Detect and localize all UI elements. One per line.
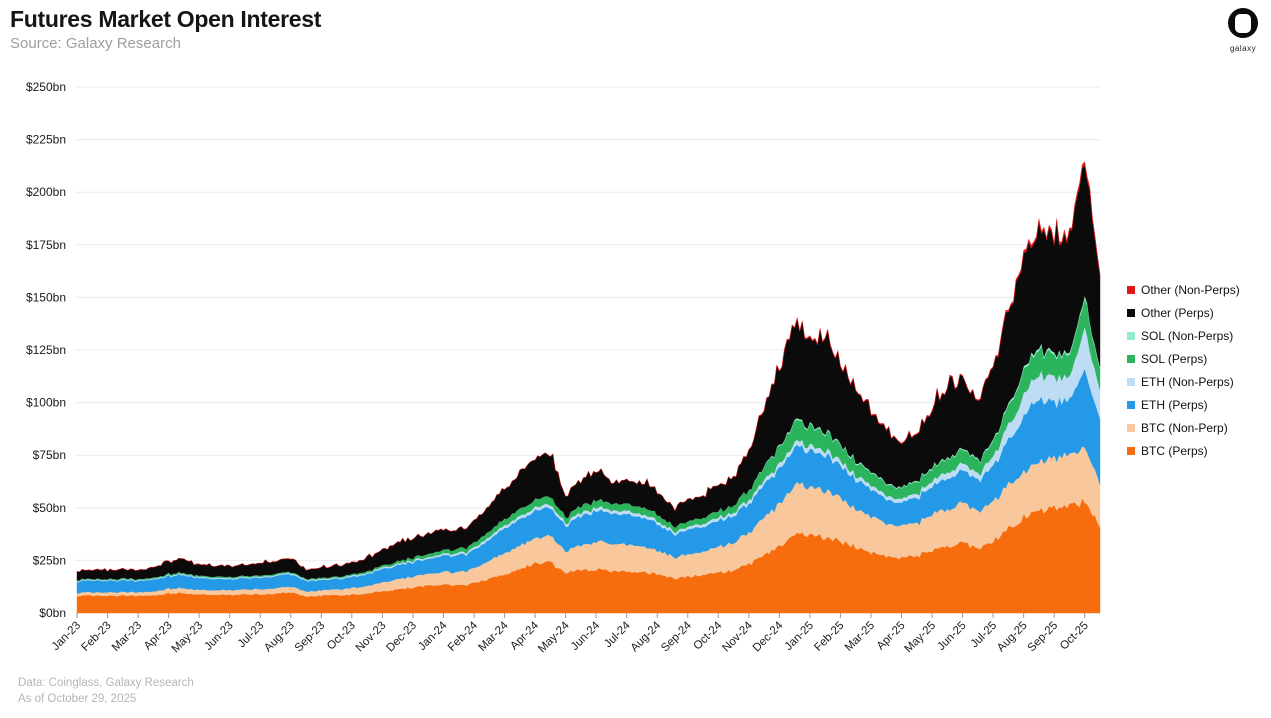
x-tick-label: Oct-23 (325, 620, 358, 653)
legend-item-other-perps: Other (Perps) (1127, 306, 1240, 320)
x-tick-label: Aug-24 (629, 619, 664, 654)
legend-item-eth-non-perps: ETH (Non-Perps) (1127, 375, 1240, 389)
legend-label: ETH (Perps) (1141, 398, 1208, 412)
chart-source: Source: Galaxy Research (10, 35, 181, 52)
x-tick-label: Mar-23 (110, 620, 144, 654)
x-tick-label: Aug-25 (995, 620, 1030, 655)
y-tick-label: $125bn (26, 343, 66, 357)
galaxy-logo-icon (1228, 8, 1258, 38)
galaxy-logo: galaxy (1224, 8, 1262, 53)
legend-item-sol-perps: SOL (Perps) (1127, 352, 1240, 366)
x-tick-label: Dec-23 (384, 620, 419, 655)
x-tick-label: Oct-24 (692, 619, 725, 652)
x-tick-label: May-25 (903, 620, 939, 656)
y-tick-label: $225bn (26, 133, 66, 147)
area-other-non-perps (76, 161, 1101, 573)
x-tick-label: Jan-23 (50, 620, 83, 653)
x-tick-label: Sep-24 (659, 619, 694, 654)
chart-legend: Other (Non-Perps) Other (Perps) SOL (Non-P… (1127, 283, 1240, 458)
legend-item-sol-non-perps: SOL (Non-Perps) (1127, 329, 1240, 343)
x-tick-label: Feb-23 (79, 620, 113, 654)
legend-item-eth-perps: ETH (Perps) (1127, 398, 1240, 412)
galaxy-logo-text: galaxy (1229, 44, 1257, 53)
legend-item-other-non-perps: Other (Non-Perps) (1127, 283, 1240, 297)
y-tick-label: $250bn (26, 80, 66, 94)
legend-swatch-icon (1127, 401, 1135, 409)
legend-label: Other (Non-Perps) (1141, 283, 1240, 297)
x-tick-label: Sep-23 (293, 620, 328, 655)
x-tick-label: Jun-25 (935, 620, 968, 653)
x-tick-label: Mar-24 (476, 619, 511, 654)
legend-label: SOL (Non-Perps) (1141, 329, 1234, 343)
x-tick-label: Jun-23 (202, 620, 235, 653)
y-tick-label: $150bn (26, 290, 66, 304)
chart-footer: Data: Coinglass, Galaxy Research As of O… (18, 675, 194, 707)
y-tick-label: $75bn (33, 448, 66, 462)
x-tick-label: May-23 (170, 620, 206, 656)
legend-label: ETH (Non-Perps) (1141, 375, 1234, 389)
legend-swatch-icon (1127, 309, 1135, 317)
x-tick-label: Jun-24 (569, 619, 603, 653)
legend-item-btc-non-perp: BTC (Non-Perp) (1127, 421, 1240, 435)
legend-swatch-icon (1127, 447, 1135, 455)
y-tick-label: $25bn (33, 553, 66, 567)
legend-label: BTC (Perps) (1141, 444, 1208, 458)
y-tick-label: $100bn (26, 396, 66, 410)
data-attribution: Data: Coinglass, Galaxy Research (18, 677, 194, 689)
legend-swatch-icon (1127, 286, 1135, 294)
x-tick-label: Nov-24 (720, 619, 755, 654)
x-tick-label: Feb-25 (812, 620, 846, 654)
legend-swatch-icon (1127, 378, 1135, 386)
legend-swatch-icon (1127, 424, 1135, 432)
x-tick-label: Sep-25 (1026, 620, 1061, 655)
x-tick-label: Feb-24 (446, 619, 481, 654)
as-of-date: As of October 29, 2025 (18, 693, 137, 706)
x-tick-label: May-24 (536, 619, 572, 655)
legend-item-btc-perps: BTC (Perps) (1127, 444, 1240, 458)
legend-label: SOL (Perps) (1141, 352, 1208, 366)
x-tick-label: Jan-24 (416, 619, 450, 653)
y-tick-label: $175bn (26, 238, 66, 252)
x-tick-label: Oct-25 (1058, 620, 1091, 653)
legend-label: BTC (Non-Perp) (1141, 421, 1228, 435)
x-tick-label: Jan-25 (783, 620, 816, 653)
x-tick-label: Mar-25 (843, 620, 877, 654)
x-tick-label: Dec-24 (751, 619, 786, 654)
x-tick-label: Aug-23 (262, 620, 297, 655)
y-tick-label: $50bn (33, 501, 66, 515)
y-tick-label: $0bn (39, 606, 66, 620)
legend-label: Other (Perps) (1141, 306, 1214, 320)
legend-swatch-icon (1127, 355, 1135, 363)
page-title: Futures Market Open Interest (10, 6, 322, 32)
legend-swatch-icon (1127, 332, 1135, 340)
x-tick-label: Nov-23 (354, 620, 389, 655)
y-tick-label: $200bn (26, 185, 66, 199)
